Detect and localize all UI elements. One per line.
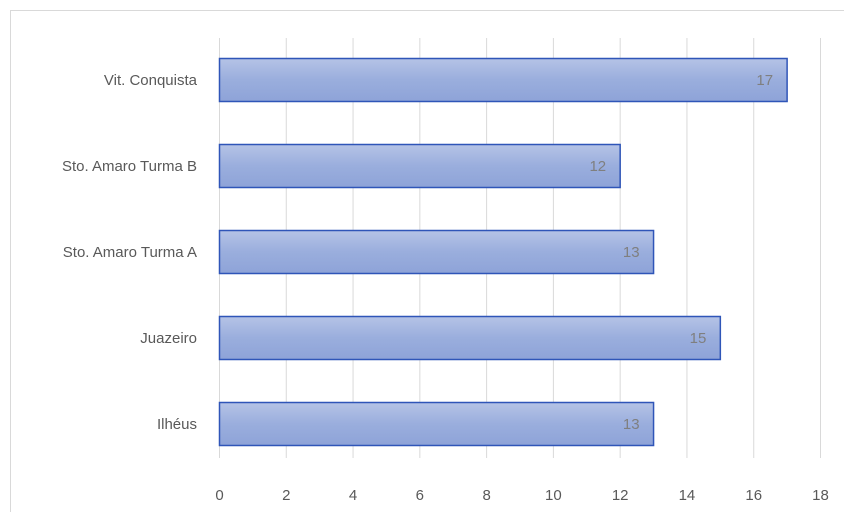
x-tick-label: 2: [282, 487, 290, 504]
x-tick-label: 10: [545, 487, 562, 504]
x-tick-label: 8: [482, 487, 490, 504]
data-label: 15: [690, 330, 707, 347]
x-tick-label: 16: [745, 487, 762, 504]
bar-3: [220, 317, 721, 360]
data-label: 13: [623, 416, 640, 433]
data-label: 17: [756, 72, 773, 89]
x-tick-label: 12: [612, 487, 629, 504]
data-label: 12: [589, 158, 606, 175]
x-tick-label: 18: [812, 487, 829, 504]
category-label: Vit. Conquista: [104, 72, 198, 89]
bar-1: [220, 145, 621, 188]
x-tick-label: 6: [416, 487, 424, 504]
bar-4: [220, 403, 654, 446]
bar-2: [220, 231, 654, 274]
data-label: 13: [623, 244, 640, 261]
category-label: Juazeiro: [140, 330, 197, 347]
category-label: Sto. Amaro Turma B: [62, 158, 197, 175]
x-tick-label: 0: [215, 487, 223, 504]
bar-0: [220, 59, 788, 102]
x-tick-label: 4: [349, 487, 357, 504]
x-tick-label: 14: [679, 487, 696, 504]
category-label: Ilhéus: [157, 416, 197, 433]
category-label: Sto. Amaro Turma A: [63, 244, 197, 261]
